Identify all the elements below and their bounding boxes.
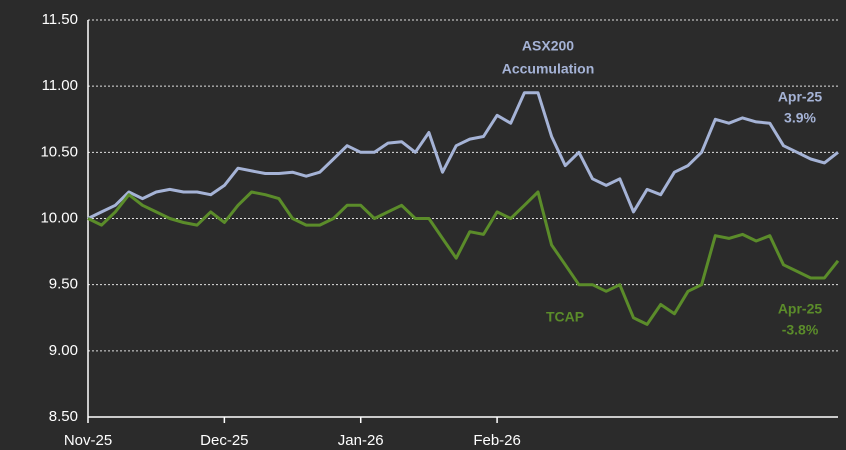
series-line [87, 91, 839, 220]
y-tick-label: 10.00 [40, 209, 78, 226]
x-tick-label: Dec-25 [200, 432, 248, 449]
y-tick-label: 9.50 [49, 276, 78, 293]
y-tick-label: 9.00 [49, 342, 78, 359]
annotation: Accumulation [502, 61, 595, 77]
y-tick-label: 10.50 [40, 143, 78, 160]
annotation: -3.8% [782, 322, 819, 338]
y-tick-label: 11.50 [42, 11, 78, 28]
y-tick-label: 8.50 [49, 408, 78, 425]
x-tick-label: Feb-26 [473, 432, 521, 449]
x-tick-label: Jan-26 [338, 432, 384, 449]
series-line [87, 190, 840, 326]
x-tick-label: Nov-25 [64, 432, 112, 449]
annotation: TCAP [546, 309, 584, 325]
annotation: Apr-25 [778, 301, 823, 317]
annotation: 3.9% [784, 110, 816, 126]
y-tick-label: 11.00 [42, 77, 78, 94]
annotation: ASX200 [522, 38, 574, 54]
annotation: Apr-25 [778, 89, 823, 105]
